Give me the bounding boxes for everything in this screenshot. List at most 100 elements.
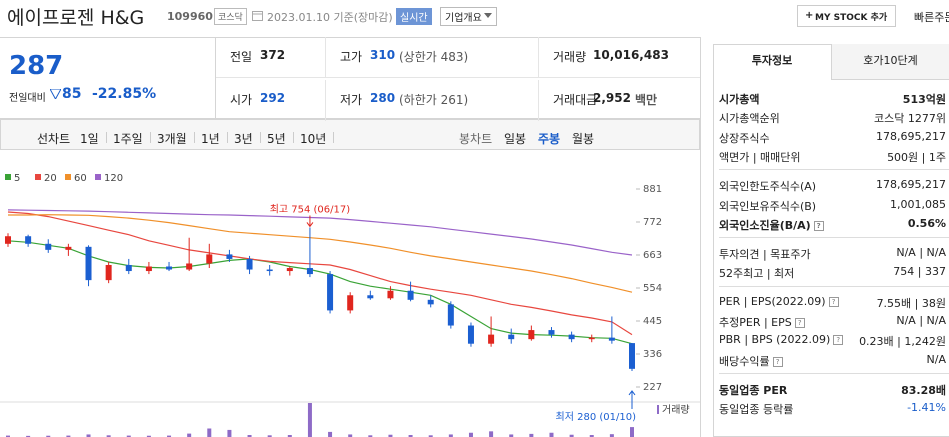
volume-bar (146, 435, 151, 437)
volume-bar (569, 434, 574, 437)
volume-bar (328, 431, 333, 437)
help-icon[interactable]: ? (772, 356, 783, 367)
help-icon[interactable]: ? (828, 296, 839, 307)
y-tick-label: 554 (643, 283, 662, 294)
chart-type[interactable]: 선차트 (37, 132, 71, 146)
info-value: 178,695,217 (876, 129, 946, 143)
volume-bar (307, 403, 312, 437)
divider (538, 80, 539, 121)
quote-note: (하한가 261) (399, 93, 469, 107)
help-icon[interactable]: ? (794, 318, 805, 328)
market-badge: 코스닥 (214, 8, 247, 25)
candle-body (5, 236, 11, 244)
volume-bar (227, 429, 232, 437)
quote-label: 전일 (230, 50, 253, 64)
candle-body (387, 290, 394, 299)
info-value: 513억원 (902, 93, 946, 106)
info-row: 동일업종 PER 83.28배 (719, 380, 946, 398)
info-value: 83.28배 (901, 383, 946, 397)
candle-body (25, 236, 32, 244)
tab-active[interactable]: 투자정보 (751, 54, 793, 67)
period-button[interactable]: 1주일 (113, 132, 143, 146)
divider (106, 132, 107, 143)
candle-body (186, 263, 193, 270)
low-arrow (628, 390, 636, 409)
candle-body (45, 243, 52, 250)
volume-bar (448, 434, 453, 437)
quote-value: 2,952 (593, 91, 631, 105)
down-arrow-icon (50, 89, 61, 99)
info-row: 상장주식수 178,695,217 (719, 128, 946, 146)
divider (150, 132, 151, 143)
y-tick-label: 227 (643, 382, 662, 393)
info-label: 액면가 | 매매단위 (719, 150, 801, 164)
my-stock-label[interactable]: MY STOCK 추가 (815, 13, 888, 23)
candle-body (166, 266, 173, 270)
candle-period-button[interactable]: 월봉 (572, 132, 595, 146)
info-row: PBR | BPS (2022.09)? 0.23배 | 1,242원 (719, 331, 946, 349)
current-price: 287 (9, 51, 64, 81)
quick-order[interactable]: 빠른주문 (914, 11, 949, 24)
quote-label: 거래대금 (553, 93, 598, 107)
info-label: 추정PER | EPS? (719, 314, 805, 330)
info-value: 0.23배 | 1,242원 (859, 335, 946, 349)
period-button[interactable]: 1년 (201, 132, 220, 146)
info-label: 시가총액 (719, 93, 760, 106)
candle-body (568, 334, 575, 340)
quote-label: 저가 (340, 93, 363, 107)
legend-swatch (35, 174, 41, 180)
candle-period-button[interactable]: 일봉 (504, 132, 527, 146)
divider (215, 37, 216, 119)
my-stock-button[interactable] (797, 5, 896, 27)
quote-label: 거래량 (553, 50, 587, 64)
info-row: 투자의견 | 목표주가 N/A | N/A (719, 244, 946, 262)
volume-bar (630, 427, 634, 437)
info-row: 액면가 | 매매단위 500원 | 1주 (719, 147, 946, 165)
period-button[interactable]: 1일 (80, 132, 99, 146)
info-value: 0.56% (907, 216, 946, 230)
period-button[interactable]: 3개월 (157, 132, 187, 146)
change-label: 전일대비 (9, 93, 46, 104)
candle-body (65, 246, 72, 250)
help-icon[interactable]: ? (833, 335, 844, 346)
volume-bar (106, 435, 111, 437)
tab[interactable]: 호가10단계 (831, 44, 949, 80)
legend-swatch (5, 174, 11, 180)
info-label: 동일업종 등락률 (719, 403, 794, 417)
legend-label: 5 (14, 173, 20, 184)
period-button[interactable]: 10년 (300, 132, 327, 146)
info-value: 1,001,085 (890, 197, 946, 211)
help-icon[interactable]: ? (813, 220, 824, 231)
candle-body (327, 274, 334, 311)
info-value: 코스닥 1277위 (874, 112, 946, 126)
realtime-button[interactable]: 실시간 (396, 8, 432, 25)
period-button[interactable]: 5년 (267, 132, 286, 146)
candle-body (488, 334, 495, 344)
chart-type[interactable]: 봉차트 (459, 132, 493, 146)
candle-body (266, 269, 273, 272)
divider (333, 132, 334, 143)
candle-period-button[interactable]: 주봉 (538, 132, 561, 146)
info-label: 외국인소진율(B/A)? (719, 217, 824, 233)
info-row: 외국인보유주식수(B) 1,001,085 (719, 196, 946, 214)
info-label: 배당수익률? (719, 353, 783, 369)
divider (325, 80, 326, 121)
period-button[interactable]: 3년 (234, 132, 253, 146)
y-tick-label: 881 (643, 184, 662, 195)
change-rate: -22.85% (92, 86, 157, 102)
company-info-button[interactable]: 기업개요 (440, 7, 497, 26)
info-row: 외국인소진율(B/A)? 0.56% (719, 215, 946, 233)
high-arrow (306, 215, 314, 228)
y-tick-label: 772 (643, 217, 662, 228)
info-row: 시가총액순위 코스닥 1277위 (719, 108, 946, 126)
info-value: N/A | N/A (896, 314, 946, 327)
divider (325, 37, 326, 78)
divider (260, 132, 261, 143)
divider (719, 237, 949, 239)
volume-bar (207, 428, 212, 437)
volume-bar (368, 435, 373, 437)
legend-swatch (95, 174, 101, 180)
moving-average-line (8, 214, 633, 293)
quote-value: 280 (370, 91, 396, 105)
